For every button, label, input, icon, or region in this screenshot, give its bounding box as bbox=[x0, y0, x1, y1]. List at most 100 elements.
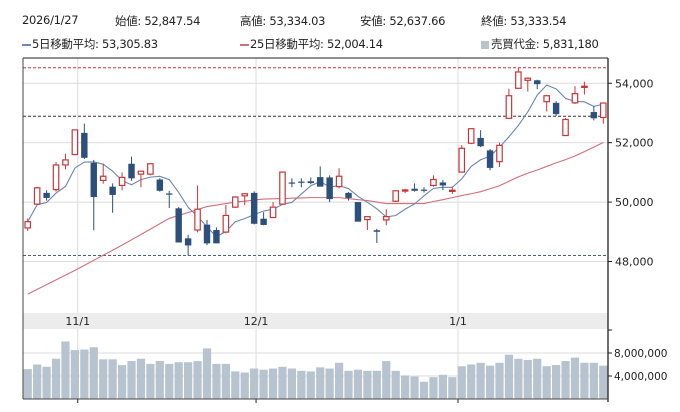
candle bbox=[467, 128, 475, 145]
volume-bar bbox=[51, 358, 61, 399]
candle-body-down bbox=[534, 80, 541, 85]
candle-body-up bbox=[194, 208, 201, 231]
candle bbox=[269, 202, 277, 219]
volume-tick-label: 4,000,000 bbox=[614, 371, 667, 383]
candle bbox=[420, 187, 428, 193]
candle-body-down bbox=[345, 192, 352, 198]
candle bbox=[345, 191, 352, 201]
candle bbox=[156, 178, 164, 192]
candle-body-down bbox=[411, 188, 418, 191]
candle-body-down bbox=[43, 192, 50, 198]
candle bbox=[184, 234, 192, 256]
candle bbox=[590, 106, 598, 121]
candle bbox=[317, 166, 324, 187]
candle-body-down bbox=[477, 137, 484, 147]
candle-body-up bbox=[279, 171, 286, 205]
candle-body-down bbox=[326, 177, 333, 200]
candle-body-up bbox=[562, 118, 569, 137]
price-tick-label: 48,000 bbox=[615, 255, 654, 268]
volume-bar bbox=[80, 349, 89, 399]
candle bbox=[505, 88, 513, 119]
legend-turnover: 売買代金: 5,831,180 bbox=[481, 36, 599, 52]
candle bbox=[562, 118, 569, 137]
volume-bar bbox=[259, 369, 268, 399]
candle bbox=[33, 186, 41, 206]
candle bbox=[477, 130, 484, 148]
candle bbox=[307, 177, 314, 185]
volume-bar bbox=[89, 347, 98, 399]
volume-bar bbox=[580, 362, 589, 399]
candle-body-up bbox=[62, 159, 69, 166]
candle-body-down bbox=[213, 230, 220, 244]
volume-bar bbox=[485, 365, 495, 399]
candle-body-down bbox=[156, 179, 164, 191]
candle bbox=[109, 183, 116, 213]
candle-body-down bbox=[260, 218, 267, 225]
candle bbox=[335, 168, 343, 189]
candle bbox=[571, 86, 579, 105]
ma25-value: 25日移動平均: 52,004.14 bbox=[250, 37, 383, 51]
candle bbox=[194, 185, 201, 233]
volume-bar bbox=[212, 363, 221, 399]
candle bbox=[71, 129, 79, 156]
candle-body-up bbox=[222, 214, 230, 233]
volume-bar bbox=[155, 361, 164, 399]
volume-bar bbox=[174, 362, 183, 399]
volume-bar bbox=[599, 365, 608, 399]
volume-bar bbox=[146, 363, 155, 399]
candle bbox=[137, 170, 145, 188]
candle bbox=[364, 216, 371, 231]
volume-bar bbox=[202, 348, 212, 399]
volume-bar bbox=[250, 368, 259, 399]
candle bbox=[288, 178, 296, 188]
volume-bar bbox=[278, 366, 287, 399]
date-label: 11/1 bbox=[65, 315, 90, 328]
candle-body-down bbox=[373, 230, 381, 232]
ma5-swatch-icon bbox=[22, 43, 31, 46]
candle-body-up bbox=[505, 95, 513, 119]
high-value: 高値: 53,334.03 bbox=[240, 14, 326, 28]
candle bbox=[279, 171, 286, 205]
candle-body-up bbox=[430, 178, 437, 187]
volume-bar bbox=[410, 376, 419, 399]
volume-bar bbox=[429, 377, 438, 399]
turnover-value: 売買代金: 5,831,180 bbox=[491, 37, 599, 51]
candle bbox=[552, 101, 560, 116]
volume-bar bbox=[99, 359, 108, 399]
date-label: 12/1 bbox=[244, 315, 269, 328]
candle-body-up bbox=[241, 193, 249, 197]
candle-body-down bbox=[175, 208, 182, 243]
volume-bar bbox=[23, 369, 32, 399]
candle-body-up bbox=[99, 175, 107, 181]
volume-bar bbox=[391, 370, 400, 399]
volume-bar bbox=[504, 354, 514, 399]
candle-body-up bbox=[467, 128, 475, 144]
ma5-value: 5日移動平均: 53,305.83 bbox=[32, 37, 158, 51]
ma25-swatch-icon bbox=[240, 43, 249, 46]
candle bbox=[524, 77, 532, 92]
date-label: 1/1 bbox=[449, 315, 467, 328]
candle bbox=[534, 79, 541, 90]
volume-bar bbox=[570, 357, 580, 399]
candle-body-down bbox=[250, 192, 258, 224]
candle bbox=[439, 180, 447, 191]
date-band bbox=[23, 313, 608, 329]
volume-bar bbox=[457, 366, 466, 399]
candle-body-down bbox=[184, 238, 192, 246]
candle-body-up bbox=[335, 175, 343, 188]
candle bbox=[241, 193, 249, 206]
candle-body-up bbox=[599, 102, 607, 119]
candle bbox=[99, 163, 107, 184]
volume-bar bbox=[61, 341, 70, 399]
candle-body-up bbox=[382, 216, 390, 221]
candle bbox=[250, 191, 258, 225]
volume-bar bbox=[117, 365, 127, 399]
volume-bar bbox=[165, 363, 174, 399]
candle-body-up bbox=[571, 93, 579, 104]
candle bbox=[354, 202, 362, 222]
volume-bar bbox=[268, 368, 278, 399]
candle bbox=[118, 172, 126, 191]
volume-bar bbox=[184, 362, 193, 399]
candle-body-up bbox=[24, 221, 32, 229]
